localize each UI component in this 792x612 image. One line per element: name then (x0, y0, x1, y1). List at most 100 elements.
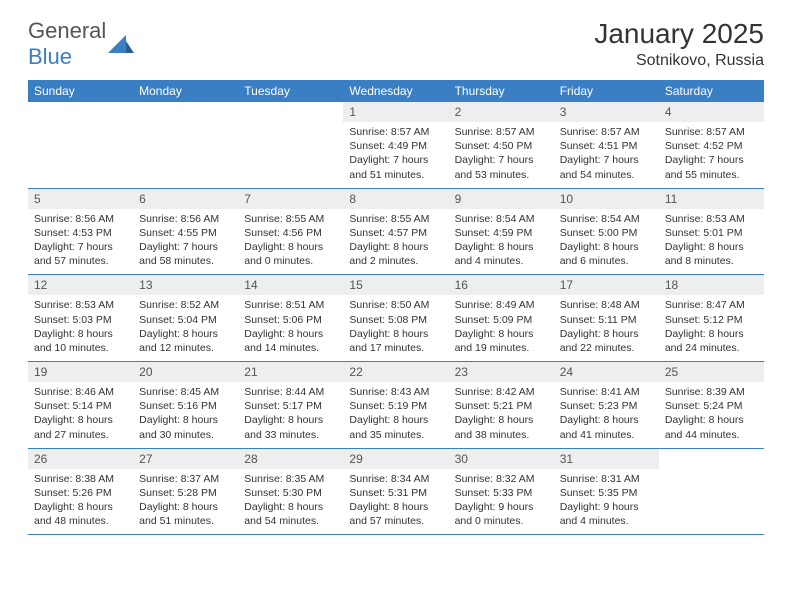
calendar-cell: 6Sunrise: 8:56 AMSunset: 4:55 PMDaylight… (133, 188, 238, 275)
calendar-cell: 13Sunrise: 8:52 AMSunset: 5:04 PMDayligh… (133, 275, 238, 362)
day-number: 25 (659, 362, 764, 382)
day-number: 18 (659, 275, 764, 295)
day-details: Sunrise: 8:54 AMSunset: 5:00 PMDaylight:… (554, 209, 659, 275)
calendar-cell: 16Sunrise: 8:49 AMSunset: 5:09 PMDayligh… (449, 275, 554, 362)
header: General Blue January 2025 Sotnikovo, Rus… (28, 18, 764, 70)
calendar-table: SundayMondayTuesdayWednesdayThursdayFrid… (28, 80, 764, 535)
day-number: 11 (659, 189, 764, 209)
calendar-cell (238, 102, 343, 188)
weekday-header: Tuesday (238, 80, 343, 102)
day-number: 16 (449, 275, 554, 295)
calendar-row: 1Sunrise: 8:57 AMSunset: 4:49 PMDaylight… (28, 102, 764, 188)
day-number: 15 (343, 275, 448, 295)
calendar-cell: 18Sunrise: 8:47 AMSunset: 5:12 PMDayligh… (659, 275, 764, 362)
day-details: Sunrise: 8:49 AMSunset: 5:09 PMDaylight:… (449, 295, 554, 361)
day-details: Sunrise: 8:45 AMSunset: 5:16 PMDaylight:… (133, 382, 238, 448)
day-number: 23 (449, 362, 554, 382)
calendar-cell: 5Sunrise: 8:56 AMSunset: 4:53 PMDaylight… (28, 188, 133, 275)
day-number: 30 (449, 449, 554, 469)
calendar-cell: 20Sunrise: 8:45 AMSunset: 5:16 PMDayligh… (133, 362, 238, 449)
day-number: 28 (238, 449, 343, 469)
day-details: Sunrise: 8:54 AMSunset: 4:59 PMDaylight:… (449, 209, 554, 275)
calendar-row: 5Sunrise: 8:56 AMSunset: 4:53 PMDaylight… (28, 188, 764, 275)
day-number: 7 (238, 189, 343, 209)
day-details: Sunrise: 8:53 AMSunset: 5:01 PMDaylight:… (659, 209, 764, 275)
day-number: 13 (133, 275, 238, 295)
day-details: Sunrise: 8:34 AMSunset: 5:31 PMDaylight:… (343, 469, 448, 535)
calendar-cell (28, 102, 133, 188)
day-details: Sunrise: 8:57 AMSunset: 4:51 PMDaylight:… (554, 122, 659, 188)
day-number: 2 (449, 102, 554, 122)
day-details: Sunrise: 8:31 AMSunset: 5:35 PMDaylight:… (554, 469, 659, 535)
title-block: January 2025 Sotnikovo, Russia (594, 18, 764, 70)
calendar-cell: 10Sunrise: 8:54 AMSunset: 5:00 PMDayligh… (554, 188, 659, 275)
calendar-cell: 25Sunrise: 8:39 AMSunset: 5:24 PMDayligh… (659, 362, 764, 449)
day-number: 8 (343, 189, 448, 209)
weekday-header: Saturday (659, 80, 764, 102)
weekday-header: Friday (554, 80, 659, 102)
brand-logo: General Blue (28, 18, 134, 70)
calendar-cell: 26Sunrise: 8:38 AMSunset: 5:26 PMDayligh… (28, 448, 133, 535)
day-details: Sunrise: 8:57 AMSunset: 4:50 PMDaylight:… (449, 122, 554, 188)
day-number: 29 (343, 449, 448, 469)
brand-name-a: General (28, 18, 106, 43)
day-details: Sunrise: 8:52 AMSunset: 5:04 PMDaylight:… (133, 295, 238, 361)
day-details: Sunrise: 8:32 AMSunset: 5:33 PMDaylight:… (449, 469, 554, 535)
calendar-cell: 19Sunrise: 8:46 AMSunset: 5:14 PMDayligh… (28, 362, 133, 449)
day-details: Sunrise: 8:51 AMSunset: 5:06 PMDaylight:… (238, 295, 343, 361)
day-details: Sunrise: 8:43 AMSunset: 5:19 PMDaylight:… (343, 382, 448, 448)
calendar-cell: 17Sunrise: 8:48 AMSunset: 5:11 PMDayligh… (554, 275, 659, 362)
day-number: 17 (554, 275, 659, 295)
day-details: Sunrise: 8:57 AMSunset: 4:52 PMDaylight:… (659, 122, 764, 188)
month-title: January 2025 (594, 18, 764, 50)
calendar-cell: 8Sunrise: 8:55 AMSunset: 4:57 PMDaylight… (343, 188, 448, 275)
day-details: Sunrise: 8:46 AMSunset: 5:14 PMDaylight:… (28, 382, 133, 448)
day-number: 3 (554, 102, 659, 122)
calendar-cell: 29Sunrise: 8:34 AMSunset: 5:31 PMDayligh… (343, 448, 448, 535)
calendar-row: 12Sunrise: 8:53 AMSunset: 5:03 PMDayligh… (28, 275, 764, 362)
calendar-cell: 11Sunrise: 8:53 AMSunset: 5:01 PMDayligh… (659, 188, 764, 275)
weekday-header: Wednesday (343, 80, 448, 102)
calendar-cell: 30Sunrise: 8:32 AMSunset: 5:33 PMDayligh… (449, 448, 554, 535)
day-number: 22 (343, 362, 448, 382)
day-number: 19 (28, 362, 133, 382)
calendar-cell (659, 448, 764, 535)
calendar-cell: 2Sunrise: 8:57 AMSunset: 4:50 PMDaylight… (449, 102, 554, 188)
day-number: 5 (28, 189, 133, 209)
calendar-cell: 15Sunrise: 8:50 AMSunset: 5:08 PMDayligh… (343, 275, 448, 362)
day-number: 14 (238, 275, 343, 295)
calendar-cell: 28Sunrise: 8:35 AMSunset: 5:30 PMDayligh… (238, 448, 343, 535)
day-details: Sunrise: 8:39 AMSunset: 5:24 PMDaylight:… (659, 382, 764, 448)
location: Sotnikovo, Russia (594, 52, 764, 70)
day-number: 31 (554, 449, 659, 469)
day-details: Sunrise: 8:56 AMSunset: 4:55 PMDaylight:… (133, 209, 238, 275)
weekday-header: Monday (133, 80, 238, 102)
calendar-row: 19Sunrise: 8:46 AMSunset: 5:14 PMDayligh… (28, 362, 764, 449)
day-number: 20 (133, 362, 238, 382)
day-details: Sunrise: 8:56 AMSunset: 4:53 PMDaylight:… (28, 209, 133, 275)
day-number: 27 (133, 449, 238, 469)
day-details: Sunrise: 8:57 AMSunset: 4:49 PMDaylight:… (343, 122, 448, 188)
day-details: Sunrise: 8:41 AMSunset: 5:23 PMDaylight:… (554, 382, 659, 448)
day-number: 12 (28, 275, 133, 295)
day-details: Sunrise: 8:53 AMSunset: 5:03 PMDaylight:… (28, 295, 133, 361)
calendar-cell: 1Sunrise: 8:57 AMSunset: 4:49 PMDaylight… (343, 102, 448, 188)
day-number: 4 (659, 102, 764, 122)
calendar-cell (133, 102, 238, 188)
calendar-cell: 23Sunrise: 8:42 AMSunset: 5:21 PMDayligh… (449, 362, 554, 449)
day-details: Sunrise: 8:42 AMSunset: 5:21 PMDaylight:… (449, 382, 554, 448)
calendar-cell: 12Sunrise: 8:53 AMSunset: 5:03 PMDayligh… (28, 275, 133, 362)
calendar-cell: 3Sunrise: 8:57 AMSunset: 4:51 PMDaylight… (554, 102, 659, 188)
day-details: Sunrise: 8:55 AMSunset: 4:57 PMDaylight:… (343, 209, 448, 275)
calendar-cell: 21Sunrise: 8:44 AMSunset: 5:17 PMDayligh… (238, 362, 343, 449)
day-details: Sunrise: 8:35 AMSunset: 5:30 PMDaylight:… (238, 469, 343, 535)
day-number: 1 (343, 102, 448, 122)
day-details: Sunrise: 8:48 AMSunset: 5:11 PMDaylight:… (554, 295, 659, 361)
day-details: Sunrise: 8:38 AMSunset: 5:26 PMDaylight:… (28, 469, 133, 535)
brand-name-b: Blue (28, 44, 72, 69)
calendar-cell: 4Sunrise: 8:57 AMSunset: 4:52 PMDaylight… (659, 102, 764, 188)
brand-name: General Blue (28, 18, 106, 70)
calendar-cell: 14Sunrise: 8:51 AMSunset: 5:06 PMDayligh… (238, 275, 343, 362)
calendar-cell: 22Sunrise: 8:43 AMSunset: 5:19 PMDayligh… (343, 362, 448, 449)
day-details: Sunrise: 8:47 AMSunset: 5:12 PMDaylight:… (659, 295, 764, 361)
